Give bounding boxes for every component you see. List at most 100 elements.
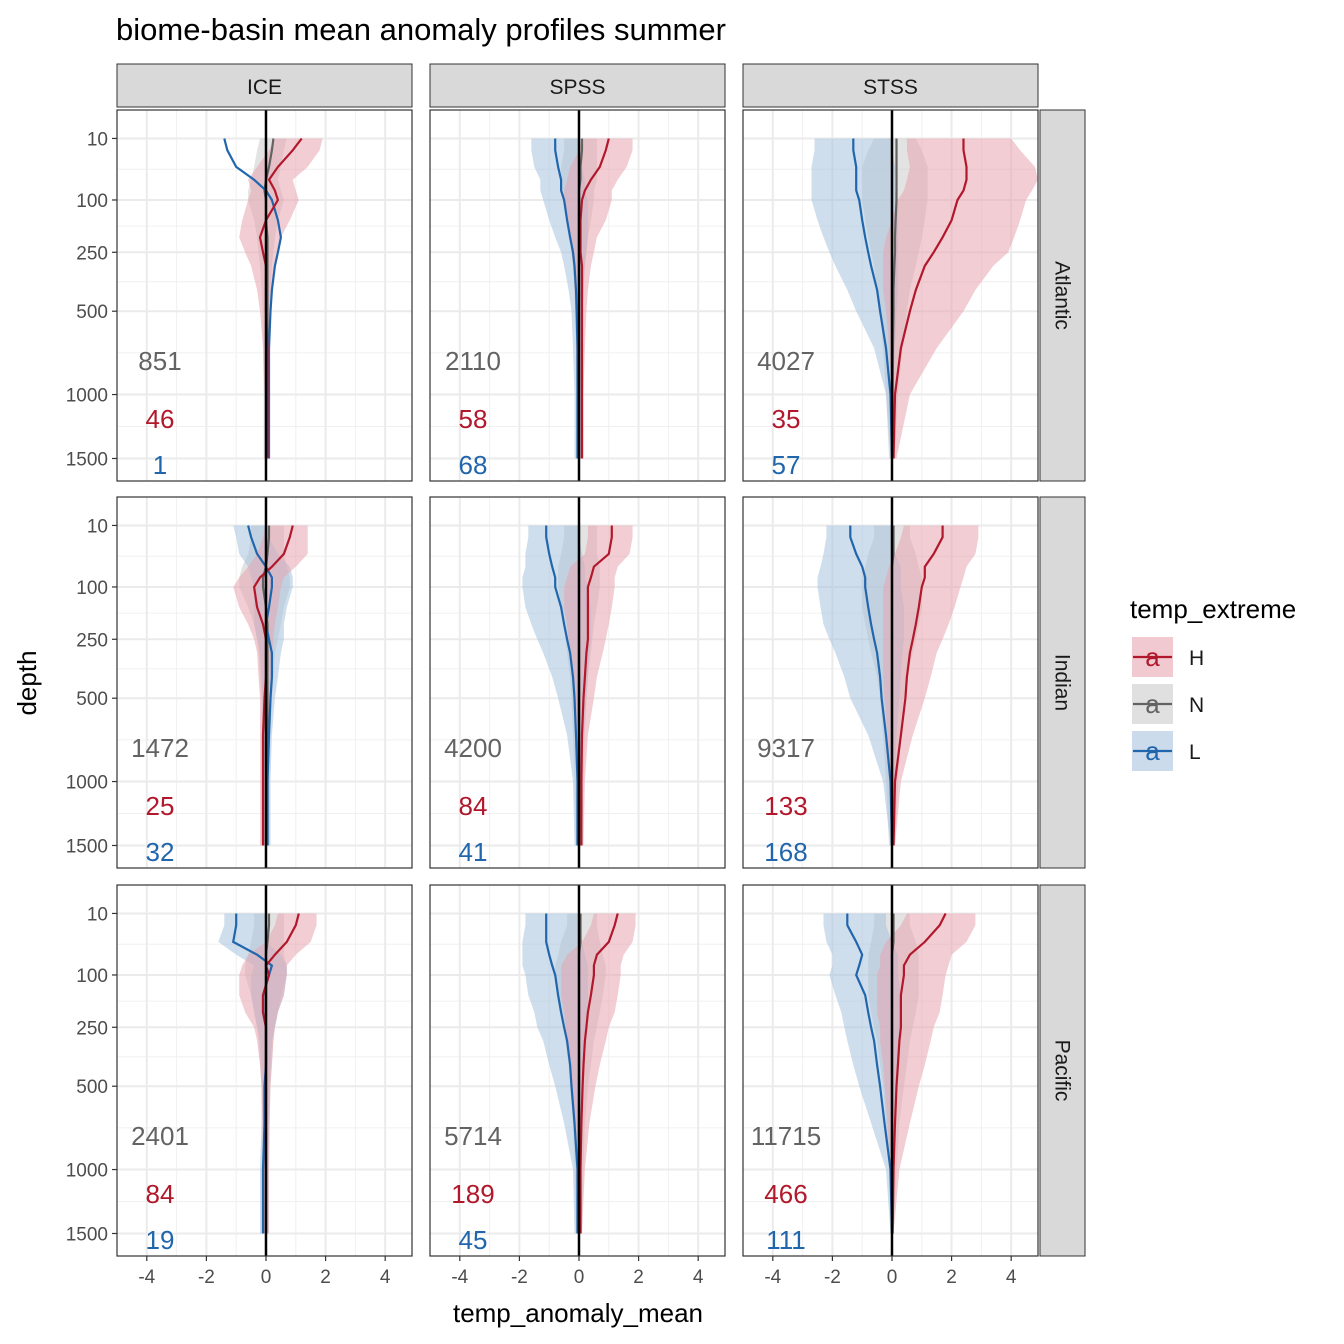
panel-ice-atlantic: 851 46 1 10 100 250 500 1000 1500 [66,109,413,482]
facet-strip-atlantic [1039,109,1086,482]
x-tick-label: -4 [764,1267,781,1288]
panel-border [742,109,1039,482]
count-label-l: 168 [764,837,807,867]
mean-line-H [252,525,294,846]
y-tick-label: 500 [76,689,108,710]
count-label-h: 84 [459,791,488,821]
x-tick-label: -2 [198,1267,215,1288]
count-label-h: 84 [146,1179,175,1209]
chart-title: biome-basin mean anomaly profiles summer [116,12,726,47]
x-tick-label: 2 [633,1267,644,1288]
panel-stss-indian: 9317 133 168 [742,496,1039,869]
count-label-n: 5714 [444,1121,502,1151]
count-label-n: 4027 [757,346,815,376]
mean-line-H [579,913,619,1234]
facet-strip-pacific [1039,884,1086,1257]
facet-strip-spss [429,63,726,108]
x-tick-label: 4 [693,1267,704,1288]
panel-ice-pacific: 2401 84 19 10 100 250 500 1000 1500 -4 -2 0 2 4 [66,884,413,1288]
y-tick-label: 250 [76,1018,108,1039]
mean-line-H [580,525,613,846]
legend-title: temp_extreme [1130,594,1296,624]
y-tick-label: 10 [87,129,108,150]
y-tick-label: 100 [76,966,108,987]
ribbon-H [233,525,308,846]
panel-data [811,138,1038,459]
y-tick-label: 100 [76,578,108,599]
y-tick-label: 1000 [66,386,108,407]
x-tick-label: 0 [574,1267,585,1288]
count-label-n: 11715 [751,1121,821,1151]
count-label-n: 2401 [131,1121,189,1151]
panel-spss-pacific: 5714 189 45 -4 -2 0 2 4 [429,884,726,1288]
ribbon-L [811,138,898,459]
count-label-h: 35 [772,404,801,434]
legend-glyph: a [1145,642,1160,672]
mean-line-L [554,138,579,459]
mean-line-H [891,913,947,1234]
count-label-h: 466 [764,1179,807,1209]
mean-line-L [846,913,894,1234]
panel-border [742,496,1039,869]
y-tick-label: 250 [76,630,108,651]
legend: temp_extreme a Ha Na L [1130,594,1296,771]
y-tick-label: 500 [76,1077,108,1098]
facet-strip-ice [116,63,413,108]
count-label-l: 1 [153,450,167,480]
count-label-l: 111 [766,1225,806,1255]
count-label-l: 57 [772,450,801,480]
facet-strip-label: ICE [247,76,282,99]
count-label-l: 19 [146,1225,175,1255]
count-label-n: 9317 [757,733,815,763]
count-label-h: 133 [764,791,807,821]
panel-border [429,109,726,482]
count-label-l: 41 [459,837,488,867]
mean-line-L [223,138,283,459]
panel-ice-indian: 1472 25 32 10 100 250 500 1000 1500 [66,496,413,869]
x-tick-label: 2 [946,1267,957,1288]
panel-border [116,496,413,869]
ribbon-H [239,913,317,1234]
y-tick-label: 250 [76,243,108,264]
count-label-h: 58 [459,404,488,434]
ribbon-H [883,138,1038,459]
mean-line-L [545,913,579,1234]
count-label-l: 45 [459,1225,488,1255]
count-label-h: 189 [451,1179,494,1209]
x-tick-label: 4 [1006,1267,1017,1288]
legend-label: N [1189,694,1204,717]
mean-line-L [852,138,894,459]
panel-border [116,109,413,482]
panel-spss-indian: 4200 84 41 [429,496,726,869]
y-tick-label: 100 [76,191,108,212]
ribbon-H [239,138,323,459]
legend-glyph: a [1145,736,1160,766]
panel-border [116,884,413,1257]
facet-strip-label: STSS [863,76,918,99]
panel-stss-pacific: 11715 466 111 -4 -2 0 2 4 [742,884,1039,1288]
facet-strip-label: SPSS [549,76,605,99]
x-tick-label: 4 [380,1267,391,1288]
mean-line-H [579,138,610,459]
count-label-h: 46 [146,404,175,434]
x-tick-label: -4 [138,1267,155,1288]
facet-strip-indian [1039,496,1086,869]
legend-label: H [1189,647,1204,670]
facet-panels: ICE SPSS STSS Atlantic Indian Pacific 851 46 1 10… [66,63,1086,1288]
panel-spss-atlantic: 2110 58 68 [429,109,726,482]
x-tick-label: 0 [887,1267,898,1288]
x-tick-label: -4 [451,1267,468,1288]
facet-strip-label: Pacific [1051,1040,1074,1102]
legend-glyph: a [1145,689,1160,719]
facet-strip-label: Indian [1051,654,1074,711]
y-tick-label: 10 [87,516,108,537]
panel-border [429,496,726,869]
count-label-l: 32 [146,837,175,867]
y-tick-label: 1500 [66,836,108,857]
y-tick-label: 500 [76,302,108,323]
count-label-n: 851 [138,346,181,376]
